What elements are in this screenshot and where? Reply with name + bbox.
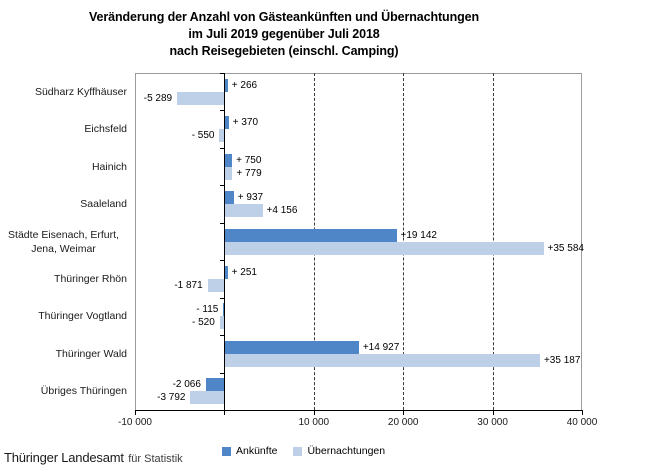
category-axis-tick — [220, 335, 226, 336]
bar-ankuenfte — [225, 265, 228, 279]
chart-title-line1: Veränderung der Anzahl von Gästeankünfte… — [88, 10, 480, 24]
bar-uebernachtungen — [225, 353, 540, 367]
bar-value-label: +14 927 — [362, 341, 400, 353]
bar-value-label: +35 187 — [543, 354, 581, 366]
bar-ankuenfte — [225, 153, 233, 167]
category-axis-tick — [220, 110, 226, 111]
legend-label-uebernachtungen: Übernachtungen — [307, 445, 386, 457]
category-label: Thüringer Wald — [0, 347, 127, 361]
category-label: Saaleland — [0, 197, 127, 211]
value-axis-tick-label: 30 000 — [477, 417, 508, 428]
value-axis-tick-label: 20 000 — [387, 417, 419, 428]
category-label-text: Thüringer Vogtland — [38, 310, 127, 323]
category-label-text: Thüringer Rhön — [54, 272, 127, 285]
plot-area: -10 000 10 000 20 000 30 000 40 000 + 266 + 37… — [118, 73, 597, 428]
legend-swatch-uebernachtungen — [293, 446, 303, 456]
category-axis-tick — [220, 185, 226, 186]
bar-ankuenfte — [225, 228, 397, 242]
bar-value-label: + 779 — [236, 167, 262, 179]
value-axis-tick — [135, 411, 136, 415]
value-axis-tick — [492, 411, 494, 415]
value-axis-tick-label: -10 000 — [118, 417, 152, 428]
category-label: Städte Eisenach, Erfurt, Jena, Weimar — [0, 228, 127, 256]
bar-ankuenfte — [223, 303, 225, 317]
bar-value-label: -1 871 — [174, 279, 203, 291]
bar-ankuenfte — [225, 340, 359, 354]
bar-value-label: +19 142 — [400, 229, 437, 241]
bar-value-label: + 937 — [237, 192, 264, 204]
bar-value-label: - 115 — [196, 304, 219, 316]
legend-item-ankuenfte: Ankünfte — [222, 445, 277, 457]
legend: Ankünfte Übernachtungen — [222, 445, 385, 457]
category-label: Südharz Kyffhäuser — [0, 85, 127, 99]
category-axis-tick — [220, 148, 226, 149]
category-label: Übriges Thüringen — [0, 384, 127, 398]
source-org-name: Thüringer Landesamt — [4, 450, 124, 465]
category-axis-tick — [220, 373, 226, 374]
bar-value-label: - 520 — [191, 317, 215, 329]
category-axis-tick — [220, 298, 226, 299]
bar-uebernachtungen — [190, 391, 225, 405]
bar-ankuenfte — [205, 378, 225, 392]
bar-value-label: + 266 — [231, 79, 258, 91]
category-axis-labels: Südharz Kyffhäuser Eichsfeld Hainich Saalel… — [0, 73, 127, 410]
category-label-text: Städte Eisenach, Erfurt, Jena, Weimar — [8, 228, 119, 255]
legend-label-ankuenfte: Ankünfte — [236, 445, 278, 457]
bar-uebernachtungen — [177, 91, 225, 105]
bar-ankuenfte — [225, 78, 228, 92]
bar-value-label: + 750 — [236, 154, 262, 166]
value-axis-tick — [313, 411, 315, 415]
bar-value-label: -3 792 — [157, 392, 186, 404]
category-label-text: Thüringer Wald — [55, 347, 127, 360]
bar-ankuenfte — [225, 116, 229, 130]
bar-value-label: -2 066 — [172, 379, 201, 391]
bar-uebernachtungen — [225, 204, 263, 218]
value-axis-tick-label: 10 000 — [298, 417, 330, 428]
bar-value-label: + 251 — [231, 266, 257, 278]
bar-value-label: +4 156 — [266, 205, 298, 217]
bar-value-label: +35 584 — [547, 242, 584, 254]
legend-item-uebernachtungen: Übernachtungen — [293, 445, 385, 457]
source-attribution: Thüringer Landesamt für Statistik — [4, 449, 183, 467]
bar-ankuenfte — [225, 191, 234, 205]
category-label: Thüringer Vogtland — [0, 309, 127, 323]
bar-uebernachtungen — [225, 166, 233, 180]
category-axis-tick — [220, 73, 226, 74]
category-axis-tick — [220, 223, 226, 224]
value-axis-tick — [224, 411, 226, 415]
category-label: Thüringer Rhön — [0, 272, 127, 286]
legend-swatch-ankuenfte — [222, 446, 231, 456]
bar-value-label: -5 289 — [143, 92, 173, 104]
category-label-text: Hainich — [91, 160, 127, 173]
chart-title: Veränderung der Anzahl von Gästeankünfte… — [0, 9, 568, 60]
category-label-text: Eichsfeld — [84, 123, 127, 136]
bar-uebernachtungen — [207, 278, 225, 292]
plot-border — [135, 73, 582, 410]
category-label-text: Südharz Kyffhäuser — [34, 85, 127, 98]
value-axis-line — [135, 410, 583, 411]
value-axis-tick — [582, 411, 583, 415]
category-label: Hainich — [0, 160, 127, 174]
category-axis-line — [224, 73, 226, 410]
value-axis-tick — [403, 411, 405, 415]
chart-title-line3: nach Reisegebieten (einschl. Camping) — [169, 44, 399, 58]
category-label: Eichsfeld — [0, 122, 127, 136]
bar-uebernachtungen — [219, 129, 225, 143]
category-axis-tick — [220, 260, 226, 261]
bar-uebernachtungen — [219, 316, 225, 330]
value-axis-tick-label: 40 000 — [566, 417, 598, 428]
bar-value-label: + 370 — [232, 117, 259, 129]
chart-title-line2: im Juli 2019 gegenüber Juli 2018 — [188, 27, 380, 41]
bar-uebernachtungen — [225, 241, 544, 255]
source-org-suffix: für Statistik — [128, 453, 183, 465]
category-label-text: Übriges Thüringen — [40, 385, 127, 398]
bar-value-label: - 550 — [191, 130, 215, 142]
category-label-text: Saaleland — [80, 198, 127, 211]
